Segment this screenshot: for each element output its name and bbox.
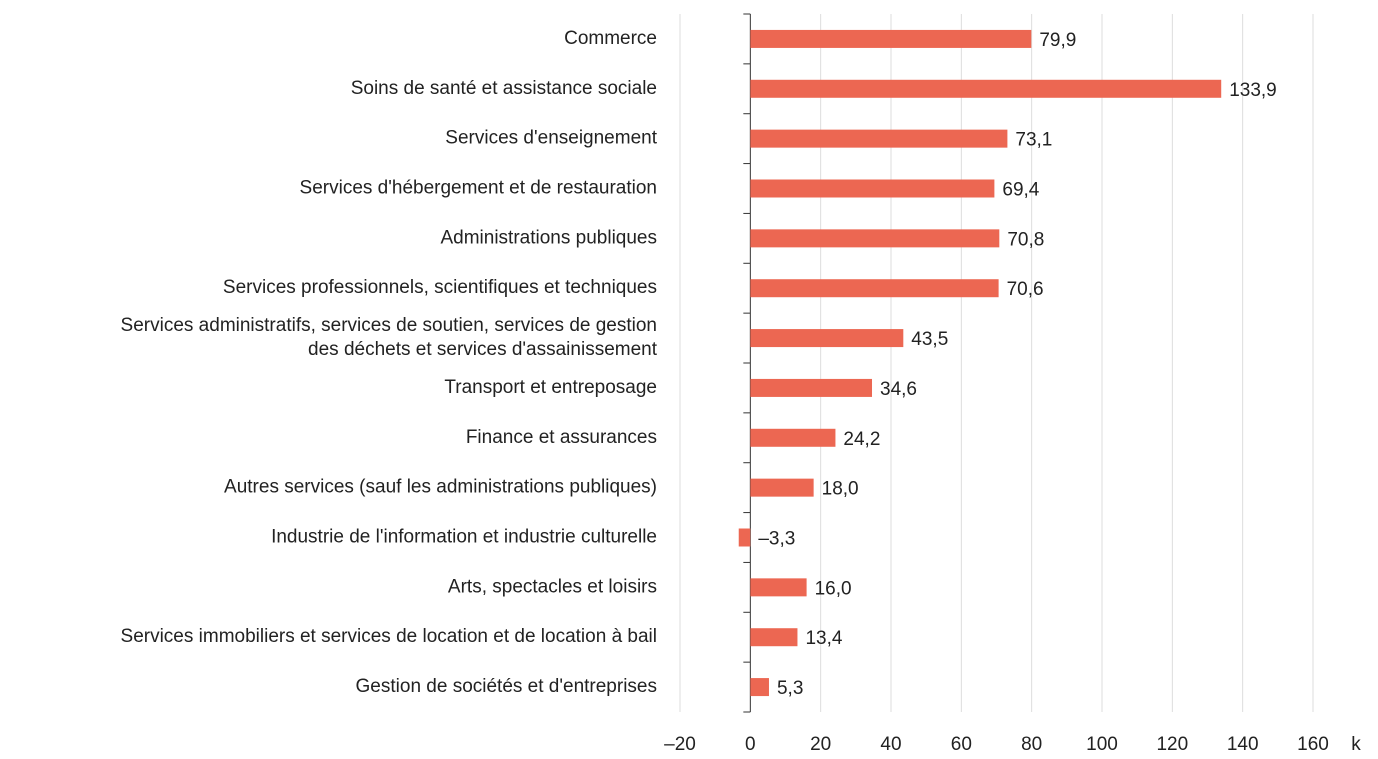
data-label: 16,0 [815, 578, 852, 599]
bar [750, 678, 769, 697]
x-tick-label: 140 [1227, 734, 1259, 754]
data-label: 18,0 [822, 479, 859, 500]
data-label: 5,3 [777, 678, 803, 699]
bar [750, 329, 904, 348]
data-label: 70,6 [1007, 279, 1044, 300]
bar [750, 428, 836, 447]
x-tick-label: 60 [951, 734, 972, 754]
y-tick-label: Administrations publiques [440, 227, 657, 248]
y-tick-label: Autres services (sauf les administration… [224, 477, 657, 498]
y-tick-label: Transport et entreposage [444, 377, 657, 398]
data-label: 70,8 [1007, 229, 1044, 250]
y-tick-label: Industrie de l'information et industrie … [271, 527, 657, 548]
data-label: 34,6 [880, 379, 917, 400]
y-tick-label: Arts, spectacles et loisirs [448, 576, 657, 597]
x-tick-label: 120 [1156, 734, 1188, 754]
data-label: 13,4 [805, 628, 842, 649]
y-tick-label: Services d'hébergement et de restauratio… [300, 178, 657, 199]
y-tick-label: Soins de santé et assistance sociale [351, 78, 657, 99]
data-label: 69,4 [1002, 180, 1039, 201]
x-tick-label: 0 [745, 734, 756, 754]
bar [750, 578, 807, 597]
x-tick-label: 100 [1086, 734, 1118, 754]
data-label: 24,2 [843, 429, 880, 450]
bar [750, 478, 814, 497]
y-tick-label: Services d'enseignement [445, 128, 657, 149]
x-tick-label: 20 [810, 734, 831, 754]
x-tick-label: –20 [664, 734, 696, 754]
y-tick-label: Commerce [564, 28, 657, 49]
data-label: 43,5 [911, 329, 948, 350]
y-tick-label: Services professionnels, scientifiques e… [223, 277, 657, 298]
bar [750, 378, 873, 397]
bar [750, 29, 1032, 48]
bar [750, 129, 1008, 148]
data-label: 73,1 [1015, 130, 1052, 151]
y-tick-label: Finance et assurances [466, 427, 657, 448]
data-label: –3,3 [758, 529, 795, 550]
x-tick-label: 160 [1297, 734, 1329, 754]
x-tick-label: 80 [1021, 734, 1042, 754]
y-tick-label: Gestion de sociétés et d'entreprises [356, 676, 657, 697]
bar [738, 528, 751, 547]
y-tick-label: Services immobiliers et services de loca… [121, 626, 657, 647]
bar [750, 628, 798, 647]
y-tick-label: Services administratifs, services de sou… [121, 315, 658, 360]
bar [750, 179, 995, 198]
bar [750, 229, 1000, 248]
x-tick-label: 40 [880, 734, 901, 754]
bar [750, 79, 1222, 98]
data-label: 133,9 [1229, 80, 1277, 101]
bar [750, 279, 999, 298]
data-label: 79,9 [1039, 30, 1076, 51]
x-axis-label: k [1351, 734, 1361, 754]
